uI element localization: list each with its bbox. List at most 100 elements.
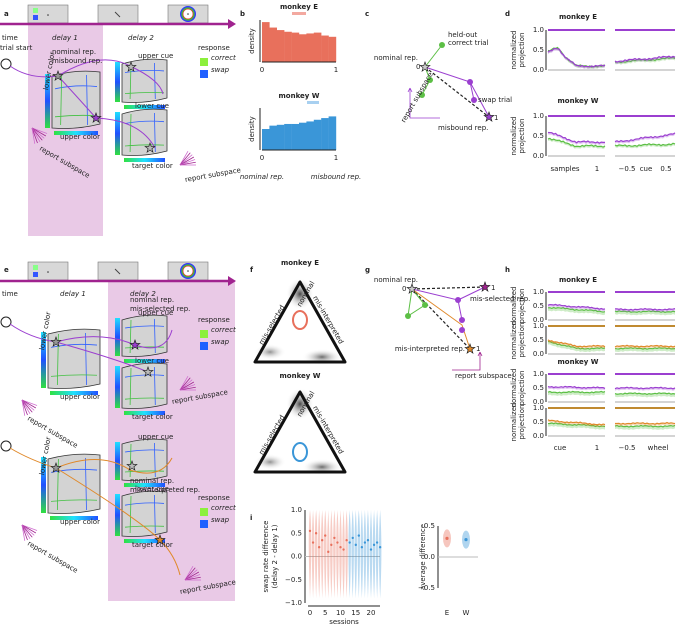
color-bar — [50, 391, 98, 395]
hist-bar — [328, 116, 337, 150]
session-point — [324, 534, 327, 537]
hist-bar — [291, 32, 300, 62]
label: 1 — [595, 165, 599, 173]
manifold — [47, 328, 101, 389]
key-correct — [200, 330, 208, 338]
trace — [614, 142, 676, 147]
star — [483, 111, 495, 122]
session-point — [327, 550, 330, 554]
label: 1 — [476, 345, 480, 353]
time-arrowhead — [228, 19, 236, 29]
label: mis-selected rep. — [130, 305, 190, 313]
report-fan — [179, 384, 196, 391]
label: monkey E — [559, 13, 597, 21]
simplex — [253, 390, 347, 474]
label: monkey W — [279, 372, 320, 380]
y-tick-label: −0.5 — [418, 584, 435, 592]
session-violin — [308, 510, 312, 599]
panel-label: h — [505, 266, 510, 274]
label: mis-interpreted — [311, 295, 345, 346]
trace — [614, 307, 676, 311]
screen — [97, 261, 139, 281]
session-point — [311, 541, 315, 544]
label: mis-selected — [257, 304, 286, 347]
report-fan — [21, 524, 37, 534]
report-fan — [31, 127, 38, 144]
label: samples — [550, 165, 579, 173]
y-tick-label: 0.5 — [533, 418, 544, 426]
grid-green — [124, 495, 165, 534]
trace — [547, 390, 606, 394]
label: 1 — [595, 444, 599, 452]
report-fan — [184, 569, 198, 581]
hist-bar — [284, 31, 292, 62]
manifold — [121, 314, 168, 357]
mean-marker — [307, 101, 319, 104]
hist-bar — [299, 122, 307, 150]
y-tick-label: 0.0 — [533, 350, 544, 358]
report-axes — [407, 87, 440, 119]
label: upper color — [60, 133, 100, 141]
hist-bar — [291, 123, 300, 150]
report-fan — [184, 567, 196, 581]
report-fan — [179, 379, 193, 391]
panel-shapes — [0, 4, 676, 607]
hist-bar — [262, 129, 270, 150]
color-bar — [115, 442, 120, 480]
trace-band — [615, 422, 675, 427]
label: correct — [211, 504, 236, 512]
swap-dot — [455, 297, 461, 303]
label: swap trial — [478, 96, 512, 104]
session-point — [345, 539, 348, 542]
label: target color — [132, 413, 173, 421]
panel-label: e — [4, 266, 9, 274]
report-fan — [184, 565, 194, 581]
report-fan — [21, 524, 38, 531]
trace-band — [548, 48, 605, 69]
hist-bar — [306, 121, 314, 150]
x-tick-label: 5 — [323, 609, 327, 617]
session-point — [317, 546, 321, 549]
label: projection — [518, 323, 526, 358]
hist-bar — [269, 27, 277, 63]
report-fan — [21, 399, 33, 413]
color-bar — [50, 516, 98, 520]
session-point — [336, 541, 339, 544]
label: report subspace — [400, 71, 435, 124]
y-tick-label: 0.5 — [533, 384, 544, 392]
correct-dot — [419, 92, 425, 98]
report-fan — [179, 375, 189, 391]
color-bar — [115, 112, 120, 155]
label: average difference — [419, 524, 427, 590]
report-fan — [21, 524, 28, 541]
report-fan — [31, 127, 47, 137]
label: cue — [554, 444, 567, 452]
trace-band — [548, 341, 605, 353]
label: 1 — [491, 284, 495, 292]
trace — [547, 385, 606, 389]
session-violin — [342, 510, 345, 599]
mean-marker — [292, 12, 306, 15]
correct-dot — [427, 77, 433, 83]
y-tick-label: 1.0 — [533, 112, 544, 120]
label: response — [198, 316, 230, 324]
label: upper color — [60, 518, 100, 526]
cue-lower — [33, 15, 38, 20]
color-bar — [124, 105, 165, 109]
label: normalized — [510, 31, 518, 70]
session-point — [351, 536, 354, 540]
key-correct — [200, 508, 208, 516]
hist-bar — [299, 34, 307, 62]
label: held-out — [448, 31, 478, 39]
trajectory — [9, 323, 173, 373]
grid-green — [124, 367, 165, 406]
session-point — [372, 543, 376, 547]
manifold — [51, 70, 101, 129]
grid-blue — [54, 74, 98, 126]
label: projection — [518, 119, 526, 154]
y-tick-label: 0.5 — [424, 522, 435, 530]
trace — [614, 56, 676, 64]
session-violin — [375, 510, 379, 599]
color-bar — [124, 411, 165, 415]
label: normalized — [510, 369, 518, 408]
